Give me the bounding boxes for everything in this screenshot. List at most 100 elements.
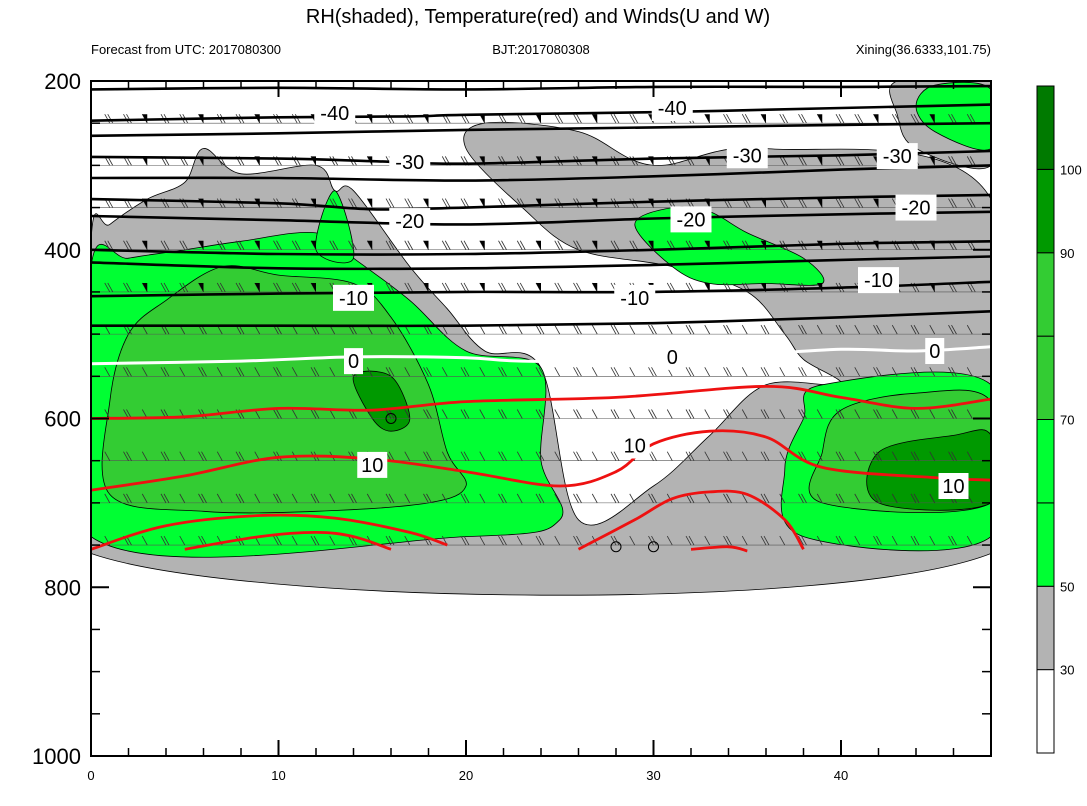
wind-pennant: [873, 198, 879, 208]
y-tick-label: 400: [44, 238, 81, 263]
wind-barb: [948, 324, 954, 335]
isotherm-line: [91, 240, 991, 256]
wind-barb: [835, 493, 842, 504]
wind-pennant: [592, 114, 598, 124]
wind-barb: [254, 493, 261, 504]
wind-barb: [838, 367, 845, 377]
isotherm-line: [91, 310, 991, 328]
wind-barb: [460, 282, 467, 293]
wind-pennant: [705, 72, 710, 81]
wind-barb: [835, 324, 842, 335]
wind-barb: [835, 113, 842, 124]
wind-barb: [816, 535, 823, 546]
wind-barb: [576, 240, 582, 250]
wind-barb: [243, 81, 244, 82]
wind-barb: [557, 240, 564, 250]
wind-barb: [674, 81, 676, 82]
wind-barb: [876, 367, 882, 377]
wind-barb: [648, 409, 654, 419]
contour-labels: -40 -40 -30 -30 -30 -20 -20 -20 -10 -10 -10 0 0 0 10 10…: [314, 95, 969, 499]
wind-barb: [704, 409, 711, 419]
wind-barb: [948, 367, 954, 377]
wind-barb: [254, 367, 261, 377]
wind-barb: [498, 324, 504, 335]
wind-barb: [741, 409, 748, 419]
wind-barb: [801, 535, 807, 546]
wind-barb: [388, 535, 395, 546]
wind-barb: [366, 493, 373, 504]
wind-barb: [891, 535, 898, 546]
wind-barb: [291, 535, 298, 546]
wind-barb: [948, 409, 954, 419]
wind-barb: [498, 240, 504, 250]
wind-barb: [779, 156, 786, 166]
wind-pennant: [198, 282, 204, 292]
wind-barb: [854, 409, 861, 419]
wind-barb: [801, 198, 807, 208]
wind-barb: [728, 81, 729, 82]
wind-barb: [741, 240, 748, 250]
wind-barb: [913, 324, 920, 335]
wind-barb: [423, 493, 429, 504]
contour-label: -30: [733, 145, 762, 167]
wind-barb: [613, 367, 620, 377]
wind-barb: [741, 451, 748, 461]
wind-barb: [238, 282, 245, 293]
wind-barb: [876, 493, 882, 504]
wind-barb: [463, 409, 470, 419]
wind-barb: [798, 535, 804, 546]
wind-barb: [112, 81, 113, 82]
wind-barb: [859, 81, 860, 82]
wind-pennant: [761, 198, 766, 208]
wind-barb: [760, 535, 767, 546]
wind-barb: [516, 324, 523, 335]
isotherm-line: [91, 149, 991, 166]
wind-barb: [404, 535, 411, 546]
wind-barb: [591, 324, 598, 335]
wind-barb: [741, 367, 748, 377]
calm-circle: [648, 541, 659, 553]
wind-barb: [651, 409, 657, 419]
wind-barb: [503, 81, 504, 82]
wind-barb: [554, 493, 561, 504]
wind-barb: [463, 240, 470, 250]
wind-barb: [562, 81, 563, 82]
wind-barb: [407, 198, 414, 208]
wind-barb: [273, 240, 279, 250]
wind-barb: [760, 324, 767, 335]
wind-barb: [535, 367, 542, 377]
isotherm-warm-line: [91, 513, 448, 551]
wind-barb: [538, 324, 545, 335]
wind-barb: [613, 240, 620, 250]
wind-barb: [348, 535, 354, 546]
wind-barb: [351, 493, 357, 504]
wind-barb: [235, 493, 242, 504]
wind-barb: [891, 324, 898, 335]
wind-barb: [463, 535, 470, 546]
wind-barb: [726, 113, 732, 124]
wind-barb: [160, 535, 167, 546]
wind-barb: [951, 535, 957, 546]
wind-barb: [798, 493, 804, 504]
wind-pennant: [142, 240, 148, 250]
wind-barb: [610, 535, 617, 546]
wind-barb: [107, 240, 114, 250]
wind-barb: [634, 81, 635, 82]
wind-barb: [313, 409, 320, 419]
isotherm-line: [91, 210, 991, 226]
wind-pennant: [480, 72, 485, 81]
wind-barb: [573, 324, 579, 335]
wind-barb: [760, 409, 767, 419]
wind-barb: [426, 493, 432, 504]
wind-barb: [685, 451, 692, 461]
contour-label: 0: [348, 351, 359, 373]
wind-barb: [238, 367, 245, 377]
wind-barb: [535, 409, 542, 419]
wind-barb: [671, 81, 673, 82]
wind-barb: [891, 493, 898, 504]
wind-barb: [610, 409, 617, 419]
wind-barb: [873, 409, 879, 419]
wind-pennant: [704, 282, 710, 292]
wind-barb: [956, 81, 957, 82]
wind-barb: [329, 409, 336, 419]
